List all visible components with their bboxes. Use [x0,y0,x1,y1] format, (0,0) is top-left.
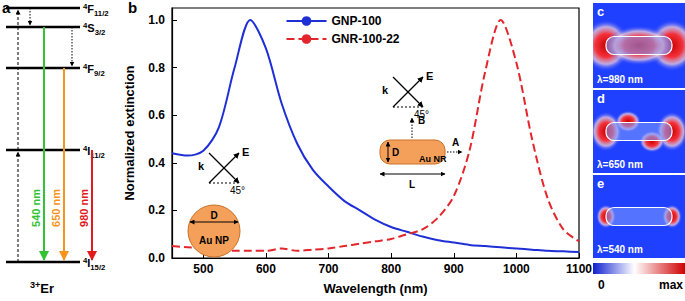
svg-text:0.6: 0.6 [148,108,165,122]
svg-text:0.2: 0.2 [148,203,165,217]
svg-text:4I11/2: 4I11/2 [83,144,105,160]
svg-text:900: 900 [444,262,464,276]
svg-text:650 nm: 650 nm [50,189,62,227]
svg-text:a: a [2,0,11,16]
svg-text:λ=650 nm: λ=650 nm [597,159,643,170]
svg-text:E: E [426,70,433,82]
svg-text:0.4: 0.4 [148,156,165,170]
svg-text:λ=540 nm: λ=540 nm [597,244,643,255]
svg-text:Wavelength (nm): Wavelength (nm) [323,281,427,296]
svg-text:GNP-100: GNP-100 [331,14,381,28]
svg-text:max: max [659,278,683,292]
svg-text:1100: 1100 [566,262,592,276]
svg-text:45°: 45° [414,109,429,120]
svg-text:b: b [128,0,137,16]
svg-text:L: L [409,179,415,190]
svg-text:700: 700 [319,262,339,276]
svg-text:500: 500 [193,262,213,276]
svg-text:1000: 1000 [503,262,530,276]
svg-text:3+Er: 3+Er [30,280,54,296]
svg-text:D: D [392,147,399,158]
svg-text:0: 0 [598,278,605,292]
svg-text:Au NR: Au NR [419,154,447,164]
svg-text:45°: 45° [230,185,245,196]
svg-text:λ=980 nm: λ=980 nm [597,74,643,85]
svg-text:k: k [198,160,205,172]
svg-text:4S3/2: 4S3/2 [83,21,105,37]
svg-text:E: E [242,146,249,158]
svg-text:Au NP: Au NP [199,235,229,246]
svg-text:e: e [597,176,604,191]
svg-text:0.8: 0.8 [148,61,165,75]
svg-text:4I15/2: 4I15/2 [83,256,105,272]
svg-text:0.0: 0.0 [148,251,165,265]
svg-text:600: 600 [256,262,276,276]
svg-text:A: A [452,137,459,148]
svg-text:4F9/2: 4F9/2 [83,62,105,78]
svg-text:4F11/2: 4F11/2 [83,2,109,18]
svg-text:B: B [418,115,425,126]
svg-text:k: k [382,84,389,96]
svg-text:Normalized extinction: Normalized extinction [122,65,137,200]
svg-text:d: d [597,91,605,106]
svg-text:1.0: 1.0 [148,13,165,27]
svg-text:GNR-100-22: GNR-100-22 [331,32,399,46]
svg-text:D: D [210,210,217,221]
svg-text:980 nm: 980 nm [78,189,90,227]
svg-text:c: c [597,4,604,19]
svg-text:540 nm: 540 nm [30,189,42,227]
svg-text:800: 800 [381,262,401,276]
